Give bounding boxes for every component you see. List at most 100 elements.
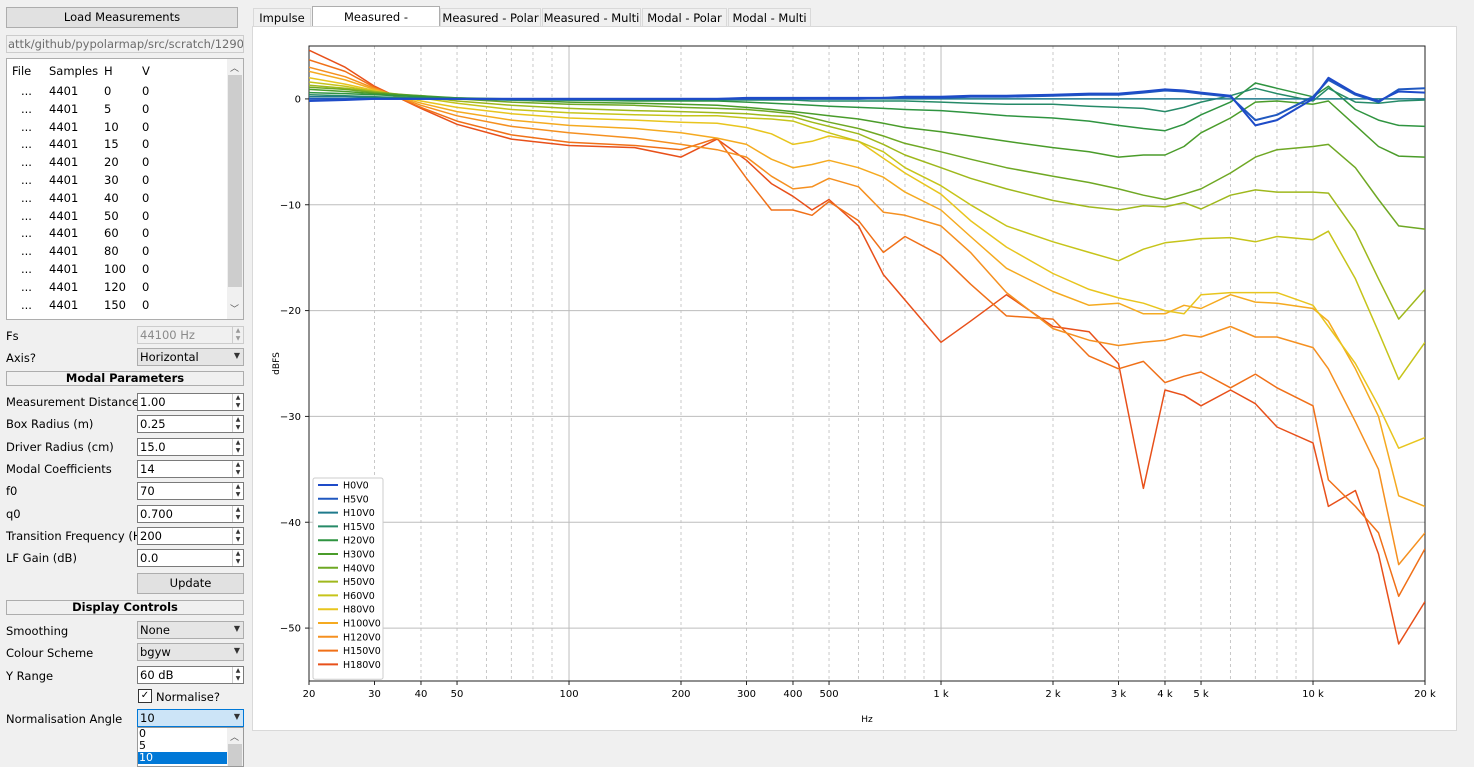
y-tick-label: −30 [280,412,301,423]
legend-entry: H5V0 [343,494,369,505]
normalisation-angle-dropdown[interactable]: 0 5 10 ︿ [137,727,244,767]
dropdown-option[interactable]: 5 [139,739,146,752]
table-cell: ... [21,279,32,294]
measurements-table[interactable]: File Samples H V ... 4401 0 0... 4401 5 0... 44… [6,58,244,320]
spin-arrows-icon[interactable]: ▲ ▼ [232,528,243,544]
tab-measured-multi[interactable]: Measured - Multi [542,8,641,26]
table-row[interactable]: ... 4401 120 0 [7,280,227,297]
y-tick-label: 0 [295,94,301,105]
series-line-h60v0 [309,81,1425,381]
scroll-thumb[interactable] [228,75,242,287]
y-axis-label: dBFS [272,352,282,375]
column-header-v[interactable]: V [142,64,150,78]
x-axis-label: Hz [861,715,873,725]
legend-entry: H100V0 [343,619,381,630]
table-row[interactable]: ... 4401 80 0 [7,244,227,261]
param-spinbox[interactable]: 200 ▲ ▼ [137,527,244,545]
param-spinbox[interactable]: 0.0 ▲ ▼ [137,549,244,567]
table-row[interactable]: ... 4401 0 0 [7,84,227,101]
param-spinbox[interactable]: 15.0 ▲ ▼ [137,438,244,456]
axis-select[interactable]: Horizontal ▼ [137,348,244,366]
tab-modal-multi[interactable]: Modal - Multi [728,8,811,26]
param-label: Driver Radius (cm) [6,440,114,454]
colour-scheme-select[interactable]: bgyw ▼ [137,643,244,661]
spin-arrows-icon[interactable]: ▲ ▼ [232,461,243,477]
magnitude-chart[interactable]: 20 30 40 50 100 200 300 400 500 1 k 2 k 3 k 4 k 5 k 10… [253,27,1456,730]
chevron-down-icon: ▼ [233,351,240,360]
dropdown-scrollbar[interactable]: ︿ [227,728,243,766]
param-label: Box Radius (m) [6,417,94,431]
x-tick-label: 300 [737,689,756,700]
scroll-up-icon[interactable]: ︿ [230,733,240,743]
table-row[interactable]: ... 4401 40 0 [7,191,227,208]
table-cell: ... [21,137,32,152]
table-row[interactable]: ... 4401 10 0 [7,120,227,137]
param-spinbox[interactable]: 14 ▲ ▼ [137,460,244,478]
y-tick-label: −50 [280,624,301,635]
spin-arrows-icon[interactable]: ▲ ▼ [232,483,243,499]
file-path-field[interactable]: attk/github/pypolarmap/src/scratch/12901… [6,35,244,53]
scroll-down-icon[interactable]: ﹀ [230,305,240,315]
normalise-checkbox[interactable]: ✓ [138,689,152,703]
spin-arrows-icon[interactable]: ▲ ▼ [232,550,243,566]
display-controls-header: Display Controls [6,600,244,615]
table-cell: 0 [142,190,150,205]
scroll-thumb[interactable] [228,744,242,766]
table-row[interactable]: ... 4401 50 0 [7,209,227,226]
table-cell: ... [21,208,32,223]
table-row[interactable]: ... 4401 150 0 [7,298,227,315]
table-row[interactable]: ... 4401 20 0 [7,155,227,172]
param-spinbox[interactable]: 0.25 ▲ ▼ [137,415,244,433]
table-row[interactable]: ... 4401 15 0 [7,137,227,154]
table-row[interactable]: ... 4401 5 0 [7,102,227,119]
table-scrollbar[interactable]: ︿ ﹀ [227,59,243,319]
table-cell: 0 [142,262,150,276]
tab-measured-magnitude[interactable]: Measured - Magnitude [312,6,440,44]
table-cell: 4401 [49,279,79,294]
param-label: Transition Frequency (Hz) [6,529,152,543]
x-tick-label: 30 [368,689,381,700]
table-cell: ... [21,155,32,170]
spin-arrows-icon[interactable]: ▲ ▼ [232,327,243,343]
dropdown-option[interactable]: 0 [139,727,146,740]
tab-modal-polar[interactable]: Modal - Polar [642,8,727,26]
param-label: Measurement Distance (m) [6,395,163,409]
param-spinbox[interactable]: 70 ▲ ▼ [137,482,244,500]
spin-arrows-icon[interactable]: ▲ ▼ [232,416,243,432]
table-cell: ... [21,119,32,134]
tab-measured-polar[interactable]: Measured - Polar [440,8,541,26]
normalisation-angle-select[interactable]: 10 ▼ [137,709,244,727]
spin-arrows-icon[interactable]: ▲ ▼ [232,667,243,683]
tab-impulse[interactable]: Impulse [253,8,311,26]
dropdown-option-selected[interactable]: 10 [138,752,228,764]
legend-entry: H80V0 [343,605,375,616]
param-spinbox[interactable]: 1.00 ▲ ▼ [137,393,244,411]
fs-spinbox[interactable]: 44100 Hz ▲ ▼ [137,326,244,344]
series-line-h150v0 [309,59,1425,598]
spin-arrows-icon[interactable]: ▲ ▼ [232,394,243,410]
y-range-spinbox[interactable]: 60 dB ▲ ▼ [137,666,244,684]
column-header-file[interactable]: File [12,64,32,78]
table-row[interactable]: ... 4401 60 0 [7,226,227,243]
param-spinbox[interactable]: 0.700 ▲ ▼ [137,505,244,523]
x-tick-label: 400 [783,689,802,700]
smoothing-select[interactable]: None ▼ [137,621,244,639]
update-button[interactable]: Update [137,573,244,594]
spin-arrows-icon[interactable]: ▲ ▼ [232,439,243,455]
scroll-up-icon[interactable]: ︿ [230,64,240,74]
spin-arrows-icon[interactable]: ▲ ▼ [232,506,243,522]
param-label: Modal Coefficients [6,462,112,476]
legend-entry: H40V0 [343,563,375,574]
column-header-h[interactable]: H [104,64,113,78]
series-line-h120v0 [309,66,1425,566]
table-cell: 4401 [49,119,79,134]
legend-entry: H30V0 [343,550,375,561]
load-measurements-button[interactable]: Load Measurements [6,7,238,28]
table-cell: ... [21,244,32,259]
table-cell: ... [21,190,32,205]
colour-scheme-value: bgyw [140,645,171,659]
table-row[interactable]: ... 4401 100 0 [7,262,227,279]
column-header-samples[interactable]: Samples [49,64,99,78]
table-row[interactable]: ... 4401 30 0 [7,173,227,190]
series-line-h80v0 [309,77,1425,449]
